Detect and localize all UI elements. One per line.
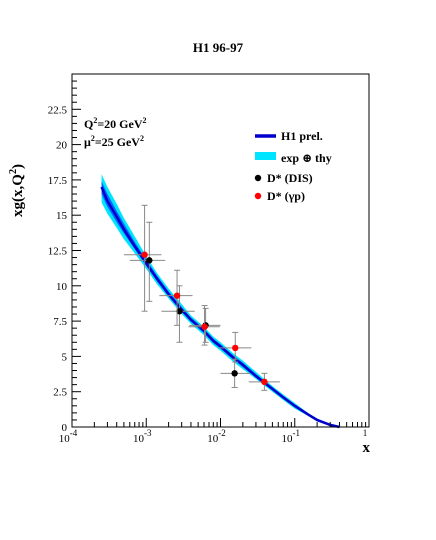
- legend-label: exp ⊕ thy: [281, 151, 332, 165]
- x-tick-label: 10-2: [207, 428, 226, 445]
- data-marker: [231, 370, 238, 377]
- legend-label: D* (γp): [267, 189, 305, 203]
- y-tick-label: 17.5: [48, 175, 68, 187]
- legend-label: D* (DIS): [267, 171, 313, 185]
- legend-item-1: H1 prel.: [255, 129, 323, 143]
- central-curve-layer: [100, 186, 340, 429]
- legend-marker-swatch: [254, 174, 262, 182]
- data-marker: [173, 292, 181, 299]
- x-tick-label: 10-4: [59, 428, 78, 445]
- data-marker: [146, 257, 153, 264]
- legend: H1 prel. exp ⊕ thy D* (DIS) D* (γp): [254, 129, 332, 203]
- y-axis-label: xg(x,Q2): [8, 164, 26, 217]
- legend-item-4: D* (γp): [254, 189, 305, 203]
- x-tick-label: 1: [363, 428, 368, 438]
- gp-point-2: [159, 269, 193, 326]
- y-tick-label: 22.5: [48, 104, 68, 116]
- y-tick-label: 12.5: [48, 246, 68, 258]
- band-inner: [101, 181, 340, 427]
- legend-item-3: D* (DIS): [254, 171, 313, 185]
- y-tick-label: 15: [56, 210, 68, 222]
- data-marker: [261, 378, 268, 386]
- dis-point-1: [129, 221, 166, 302]
- x-axis: 10-4 10-3 10-2 10-1 1: [59, 418, 370, 445]
- annotation-block: Q2=20 GeV2 μ2=25 GeV2: [84, 116, 147, 149]
- band-outer-exp-thy: [101, 174, 340, 427]
- y-tick-label: 20: [56, 140, 68, 152]
- legend-label: H1 prel.: [281, 129, 323, 143]
- h1-central-curve: [100, 186, 340, 429]
- legend-item-2: exp ⊕ thy: [255, 151, 332, 165]
- q2-annotation: Q2=20 GeV2: [84, 116, 147, 131]
- data-marker: [176, 308, 183, 315]
- data-marker: [141, 251, 148, 258]
- data-points-layer: [123, 204, 280, 391]
- x-tick-label: 10-1: [282, 428, 301, 445]
- gp-point-5: [248, 372, 280, 391]
- gp-points: [123, 204, 280, 391]
- data-marker: [201, 323, 208, 330]
- gp-point-1: [123, 204, 162, 312]
- mu2-annotation: μ2=25 GeV2: [84, 134, 144, 149]
- y-tick-label: 2.5: [53, 387, 67, 399]
- y-tick-label: 0: [62, 422, 68, 434]
- gp-point-3: [188, 305, 220, 346]
- x-axis-label: x: [363, 440, 371, 456]
- chart-title: H1 96-97: [193, 40, 244, 55]
- legend-band-swatch: [255, 152, 276, 160]
- x-tick-label: 10-3: [133, 428, 152, 445]
- uncertainty-band-layer: [101, 174, 340, 427]
- y-tick-label: 10: [56, 281, 68, 293]
- legend-marker-swatch: [254, 192, 262, 200]
- gp-point-4: [218, 331, 252, 363]
- dis-points: [129, 221, 251, 388]
- y-tick-label: 5: [62, 351, 68, 363]
- dis-point-4: [220, 358, 251, 388]
- y-tick-label: 7.5: [53, 316, 67, 328]
- y-axis: 0 2.5 5 7.5 10 12.5 15 17.5 20 22.5: [48, 73, 81, 434]
- data-marker: [232, 344, 239, 352]
